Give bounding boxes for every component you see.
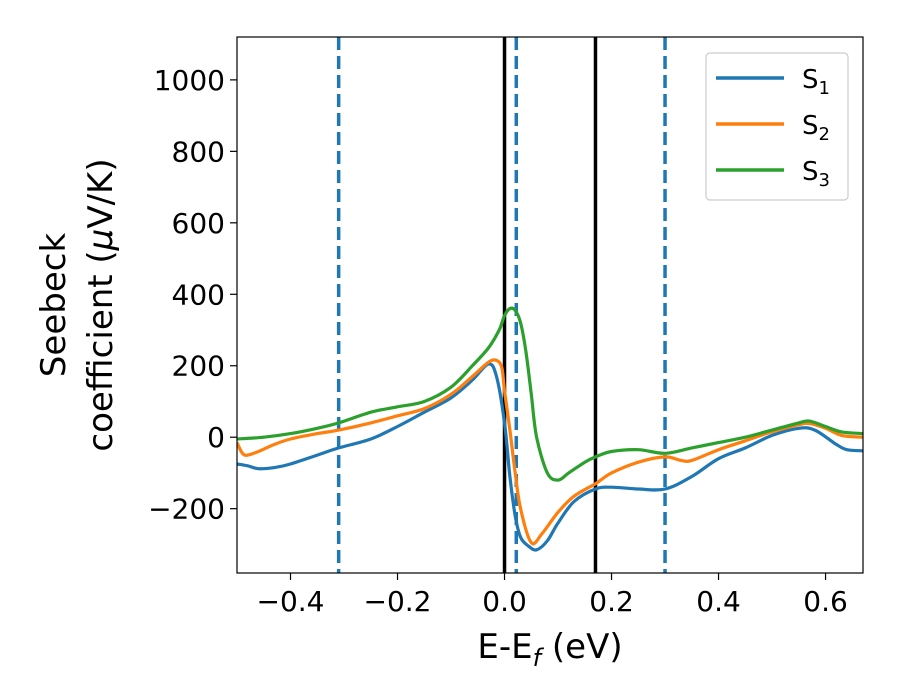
series-layer [237,306,863,552]
x-axis-label-main: E-E [477,627,532,667]
x-tick-label: 0.2 [589,585,634,618]
y-axis-label-line2-text: coefficient ( [81,250,121,451]
y-tick-label: 400 [172,278,225,311]
x-axis-label-unit: (eV) [541,627,623,667]
y-tick-label: 200 [172,350,225,383]
plot-frame [236,36,864,574]
series-line-s2 [237,358,863,546]
x-tick-label: 0.0 [482,585,527,618]
y-axis-label-mu: μ [81,229,121,252]
y-tick-label: 0 [207,421,225,454]
series-line-s3 [237,306,863,482]
y-axis-label-line2: coefficient (μV/K) [81,158,121,451]
y-tick-label: 600 [172,207,225,240]
series-line-s1 [237,362,863,552]
y-axis-label-line1-text: Seebeck [34,233,74,378]
legend: S1 S2 S3 [705,52,849,201]
legend-label-s1: S1 [802,65,830,99]
x-tick-label: −0.2 [364,585,432,618]
x-tick-label: 0.4 [696,585,741,618]
y-tick-label: 800 [172,135,225,168]
legend-label-s3: S3 [802,157,830,191]
x-tick-label: −0.4 [257,585,325,618]
axis-ticks: −0.4 −0.2 0.0 0.2 0.4 0.6 −200 0 200 400 600 800 100… [148,64,848,618]
legend-frame [705,52,849,201]
y-tick-label: −200 [148,493,225,526]
y-axis-label: Seebeck coefficient (μV/K) [34,158,121,451]
y-axis-label-unit: V/K) [81,158,121,228]
vertical-reference-lines [336,37,667,573]
x-axis-label: E-Ef (eV) [477,627,622,672]
legend-label-s2: S2 [802,111,830,145]
y-tick-label: 1000 [154,64,225,97]
y-axis-label-line1: Seebeck [34,233,74,378]
x-tick-label: 0.6 [803,585,848,618]
